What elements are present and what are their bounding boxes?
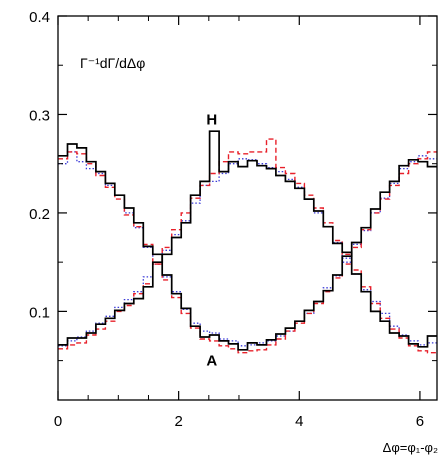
y-axis-label: Γ⁻¹dΓ/dΔφ <box>80 55 145 71</box>
y-tick-label: 0.2 <box>29 206 50 223</box>
series-solid-line-0 <box>58 143 437 351</box>
y-tick-label: 0.3 <box>29 107 50 124</box>
x-axis-label: Δφ=φ₁-φ₂ <box>383 440 438 455</box>
plot-frame <box>57 15 438 401</box>
series-layer <box>58 130 437 354</box>
x-tick-label: 4 <box>295 413 303 430</box>
x-tick-label: 0 <box>54 413 62 430</box>
series-dashed-line-2 <box>58 151 437 354</box>
tick-layer: 0 2 4 6 0.1 0.2 0.3 0.4 <box>29 9 437 430</box>
annotation-a: A <box>206 353 217 370</box>
x-tick-label: 6 <box>416 413 424 430</box>
series-solid-line-1 <box>58 130 437 348</box>
x-tick-label: 2 <box>174 413 182 430</box>
y-tick-label: 0.1 <box>29 304 50 321</box>
annotation-h: H <box>206 111 217 128</box>
y-tick-label: 0.4 <box>29 9 50 26</box>
